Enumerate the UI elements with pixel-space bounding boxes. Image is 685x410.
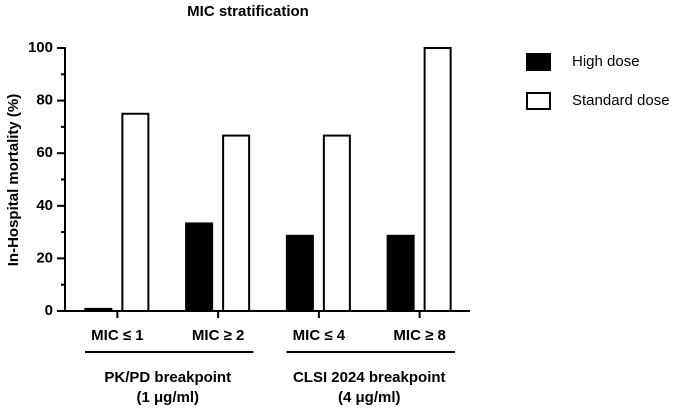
y-tick-label: 80 — [36, 92, 53, 109]
y-tick-label: 100 — [28, 39, 53, 56]
y-tick-label: 40 — [36, 197, 53, 214]
group-label: PK/PD breakpoint — [104, 369, 231, 386]
bar — [185, 222, 214, 313]
y-tick-label: 20 — [36, 249, 53, 266]
legend-label: High dose — [572, 53, 640, 70]
bar — [322, 134, 351, 312]
bar — [285, 234, 314, 312]
group-label: CLSI 2024 breakpoint — [293, 369, 446, 386]
chart-title: MIC stratification — [187, 3, 309, 20]
bar — [386, 234, 415, 312]
x-tick-label: MIC ≥ 2 — [192, 327, 244, 344]
legend-swatch — [526, 92, 551, 110]
x-tick-label: MIC ≤ 4 — [293, 327, 346, 344]
bar — [84, 307, 113, 312]
group-label: (1 μg/ml) — [136, 389, 199, 406]
y-tick-label: 60 — [36, 144, 53, 161]
bar — [222, 134, 251, 312]
bar — [121, 112, 150, 312]
x-tick-label: MIC ≤ 1 — [91, 327, 143, 344]
y-axis-label: In-Hospital mortality (%) — [5, 94, 22, 267]
bar — [423, 47, 452, 312]
group-label: (4 μg/ml) — [338, 389, 401, 406]
y-tick-label: 0 — [45, 302, 53, 319]
x-tick-label: MIC ≥ 8 — [393, 327, 445, 344]
legend-swatch — [526, 53, 551, 71]
legend-label: Standard dose — [572, 92, 670, 109]
